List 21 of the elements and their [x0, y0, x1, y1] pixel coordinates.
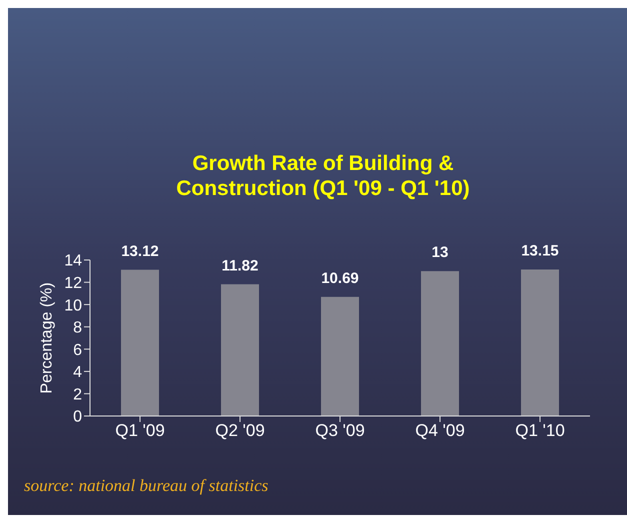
- x-tick-label: Q1 '10: [515, 421, 565, 440]
- y-tick-label: 12: [64, 274, 82, 292]
- data-label: 13: [432, 244, 448, 262]
- y-tick-label: 6: [73, 342, 82, 359]
- source-note: source: national bureau of statistics: [24, 476, 268, 496]
- y-tick-label: 8: [73, 320, 82, 337]
- data-label: 13.15: [521, 242, 559, 260]
- y-tick-label: 14: [64, 252, 82, 270]
- data-label: 11.82: [222, 257, 258, 274]
- x-tick-label: Q2 '09: [215, 421, 265, 440]
- x-tick-label: Q4 '09: [415, 421, 465, 440]
- y-tick-label: 10: [64, 297, 82, 314]
- data-label: 13.12: [121, 242, 159, 260]
- y-tick-label: 0: [73, 408, 82, 426]
- chart-title: Growth Rate of Building & Construction (Q1 '09 - Q1 '10): [175, 151, 471, 201]
- x-tick-label: Q3 '09: [315, 421, 365, 440]
- y-tick-label: 4: [73, 364, 82, 382]
- y-tick-label: 2: [73, 386, 82, 404]
- x-tick-label: Q1 '09: [115, 421, 165, 440]
- data-label: 10.69: [321, 270, 359, 287]
- y-axis-title: Percentage (%): [38, 282, 56, 394]
